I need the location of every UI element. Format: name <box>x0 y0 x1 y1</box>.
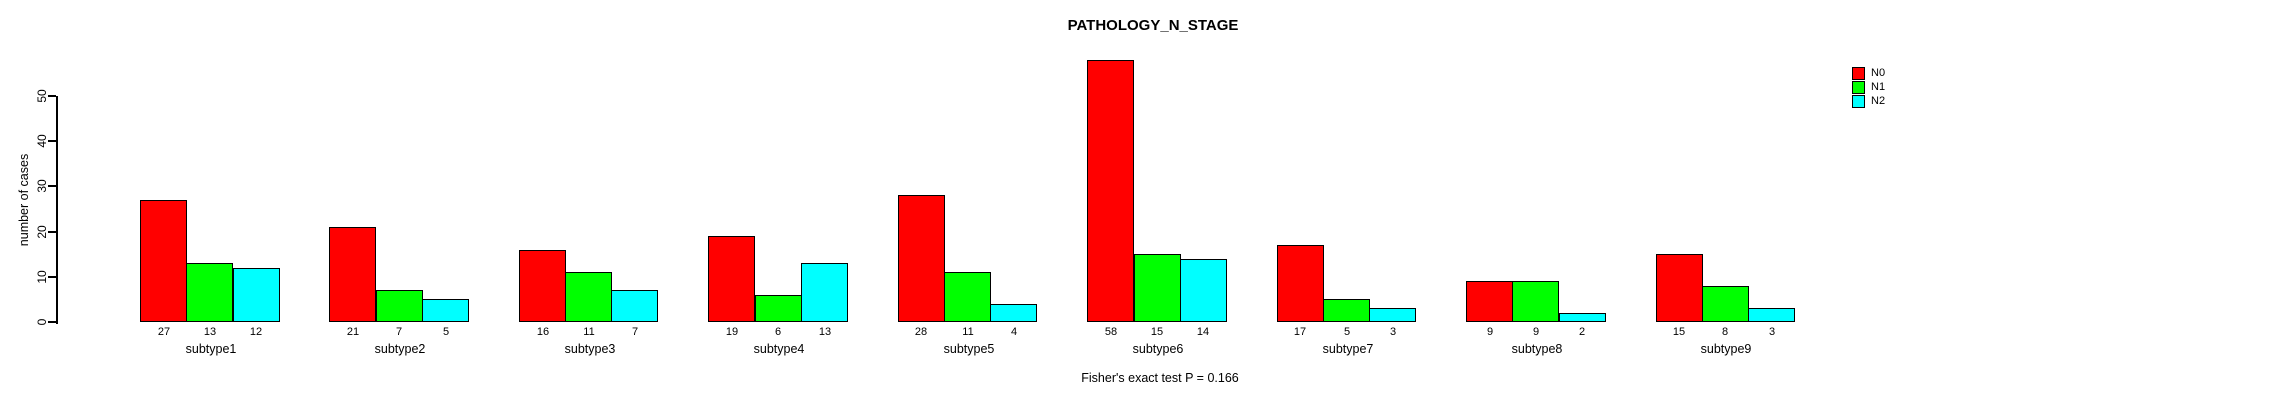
bar-value-label: 17 <box>1293 326 1307 338</box>
legend-item-N0: N0 <box>1852 66 1885 80</box>
bar-subtype4-N1 <box>755 295 802 322</box>
y-axis-tick <box>48 321 56 323</box>
bar-subtype3-N0 <box>519 250 566 322</box>
bar-value-label: 15 <box>1672 326 1686 338</box>
bar-subtype1-N0 <box>140 200 187 322</box>
y-axis-tick <box>48 94 56 97</box>
bar-value-label: 11 <box>962 326 974 338</box>
legend-label: N2 <box>1871 95 1886 107</box>
bar-value-label: 58 <box>1104 326 1118 338</box>
bar-value-label: 8 <box>1721 326 1729 338</box>
x-category-label: subtype4 <box>753 342 805 356</box>
y-axis-tick <box>48 275 56 278</box>
bar-subtype8-N1 <box>1512 281 1559 322</box>
y-axis-tick-label: 40 <box>35 134 49 148</box>
legend-label: N1 <box>1871 81 1886 93</box>
x-category-label: subtype5 <box>943 342 995 356</box>
x-category-label: subtype8 <box>1511 342 1563 356</box>
bar-subtype9-N1 <box>1702 286 1749 322</box>
bar-value-label: 9 <box>1486 326 1494 338</box>
y-axis-tick-label: 50 <box>35 89 49 103</box>
bar-value-label: 15 <box>1150 326 1164 338</box>
bar-value-label: 9 <box>1532 326 1540 338</box>
bar-value-label: 7 <box>395 326 403 338</box>
bar-subtype2-N1 <box>376 290 423 322</box>
bar-subtype7-N0 <box>1277 245 1324 322</box>
bar-subtype5-N2 <box>990 304 1037 322</box>
bar-value-label: 21 <box>346 326 360 338</box>
bar-subtype6-N2 <box>1180 259 1227 322</box>
x-category-label: subtype3 <box>564 342 616 356</box>
bar-value-label: 27 <box>157 326 171 338</box>
bar-subtype1-N2 <box>233 268 280 322</box>
bar-value-label: 13 <box>203 326 217 338</box>
bar-value-label: 16 <box>536 326 550 338</box>
bar-subtype3-N2 <box>611 290 658 322</box>
x-category-label: subtype6 <box>1132 342 1184 356</box>
bar-subtype3-N1 <box>565 272 612 322</box>
bar-subtype1-N1 <box>186 263 233 322</box>
legend-swatch-N2 <box>1852 94 1865 108</box>
bar-value-label: 3 <box>1389 326 1397 338</box>
y-axis-title: number of cases <box>17 153 31 247</box>
x-category-label: subtype9 <box>1700 342 1752 356</box>
bar-value-label: 6 <box>774 326 782 338</box>
bar-subtype8-N0 <box>1466 281 1513 322</box>
bar-subtype2-N2 <box>422 299 469 322</box>
bar-subtype6-N1 <box>1134 254 1181 322</box>
legend: N0 N1 N2 <box>1852 66 1885 108</box>
legend-item-N2: N2 <box>1852 94 1885 108</box>
bar-value-label: 12 <box>249 326 263 338</box>
bar-subtype4-N2 <box>801 263 848 322</box>
bar-subtype6-N0 <box>1087 60 1134 322</box>
y-axis-tick-label: 20 <box>35 224 49 239</box>
bar-value-label: 3 <box>1768 326 1776 338</box>
bar-subtype5-N0 <box>898 195 945 322</box>
y-axis-tick-label: 0 <box>35 318 49 326</box>
bar-value-label: 11 <box>583 326 595 338</box>
bar-subtype9-N2 <box>1748 308 1795 322</box>
bar-value-label: 19 <box>725 326 739 338</box>
bar-value-label: 28 <box>914 326 928 338</box>
x-category-label: subtype1 <box>185 342 237 356</box>
legend-label: N0 <box>1871 67 1886 79</box>
bar-value-label: 7 <box>631 326 639 338</box>
y-axis-line <box>56 95 58 324</box>
bar-value-label: 5 <box>1343 326 1351 338</box>
fisher-test-note: Fisher's exact test P = 0.166 <box>1081 371 1239 385</box>
bar-value-label: 5 <box>442 326 450 338</box>
legend-swatch-N1 <box>1852 80 1865 94</box>
bar-value-label: 2 <box>1578 326 1586 338</box>
y-axis-tick-label: 10 <box>35 270 49 284</box>
legend-item-N1: N1 <box>1852 80 1885 94</box>
bar-subtype9-N0 <box>1656 254 1703 322</box>
bar-subtype5-N1 <box>944 272 991 322</box>
bar-subtype4-N0 <box>708 236 755 322</box>
y-axis-tick <box>48 140 56 143</box>
x-category-label: subtype2 <box>374 342 426 356</box>
bar-value-label: 14 <box>1196 326 1210 338</box>
bar-subtype7-N1 <box>1323 299 1370 322</box>
y-axis-tick-label: 30 <box>35 179 49 193</box>
y-axis-tick <box>48 185 56 188</box>
bar-subtype7-N2 <box>1369 308 1416 322</box>
legend-swatch-N0 <box>1852 66 1865 80</box>
bar-value-label: 13 <box>818 326 832 338</box>
x-category-label: subtype7 <box>1322 342 1374 356</box>
chart-title: PATHOLOGY_N_STAGE <box>1067 17 1239 34</box>
bar-subtype8-N2 <box>1559 313 1606 322</box>
y-axis-tick <box>48 230 56 233</box>
bar-subtype2-N0 <box>329 227 376 322</box>
bar-value-label: 4 <box>1010 326 1018 338</box>
